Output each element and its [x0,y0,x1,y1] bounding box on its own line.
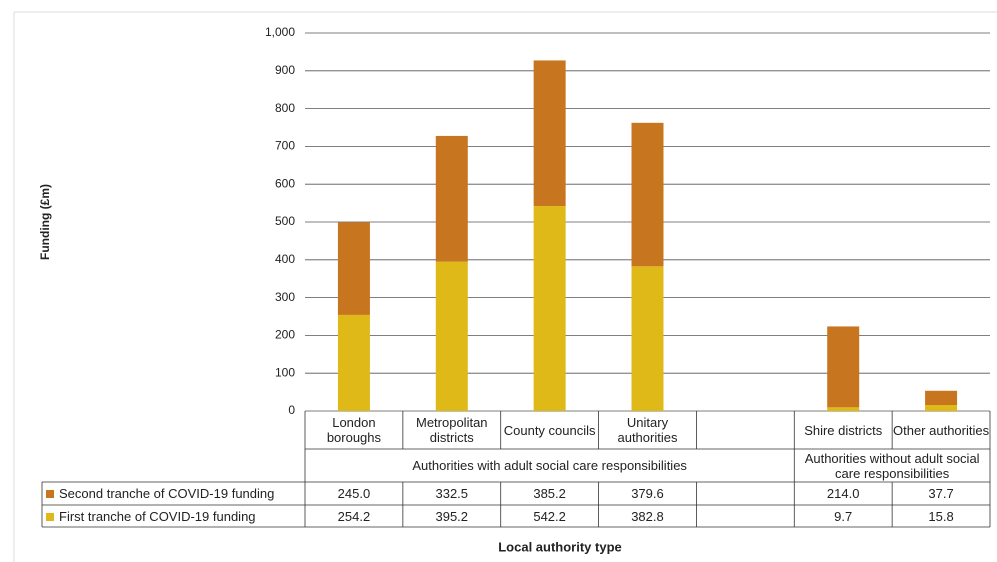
y-tick-label: 0 [288,403,295,417]
x-tick-label: London boroughs [326,415,382,445]
table-value: 542.2 [533,509,566,524]
table-value: 245.0 [337,486,371,501]
y-tick-label: 100 [275,365,295,379]
x-tick-label: Other authorities [893,422,990,438]
y-tick-label: 500 [275,214,295,228]
x-axis-label: Local authority type [498,539,622,554]
x-tick-label: Unitary authorities [617,415,678,445]
x-tick-label: Shire districts [804,422,883,438]
legend-entry: First tranche of COVID-19 funding [46,505,256,528]
table-value: 214.0 [826,486,860,501]
table-value: 332.5 [435,486,469,501]
y-tick-label: 200 [275,328,295,342]
bar-segment [337,314,370,411]
x-tick-label: County councils [503,422,596,438]
legend-swatch [46,489,54,498]
x-tick-label: Metropolitan districts [415,415,488,445]
legend-entry: Second tranche of COVID-19 funding [46,482,274,505]
group-label: Authorities without adult social care re… [804,450,980,481]
bar-segment [827,326,860,408]
bar-segment [337,222,370,315]
table-value: 9.7 [834,509,853,524]
table-value: 395.2 [435,509,469,524]
bar-segment [533,206,566,411]
group-label: Authorities with adult social care respo… [412,458,687,473]
y-tick-label: 300 [275,290,295,304]
table-value: 379.6 [631,486,664,501]
table-value: 254.2 [337,509,371,524]
table-value: 382.8 [631,509,664,524]
legend-swatch [46,512,54,521]
bar-segment [435,135,468,262]
y-axis-label: Funding (£m) [38,184,52,260]
table-value: 385.2 [533,486,566,501]
y-tick-label: 400 [275,252,295,266]
table-value: 15.8 [928,509,954,524]
y-tick-label: 800 [275,101,295,115]
bar-segment [631,266,664,411]
legend-label: Second tranche of COVID-19 funding [59,486,275,501]
legend-label: First tranche of COVID-19 funding [59,509,256,524]
bar-segment [631,122,664,267]
bar-segment [435,261,468,411]
bar-segment [925,405,958,411]
y-tick-label: 1,000 [265,25,295,39]
table-value: 37.7 [928,486,954,501]
y-tick-label: 700 [275,139,295,153]
bar-segment [925,390,958,406]
bar-segment [533,60,566,207]
bar-segment [827,407,860,411]
y-tick-label: 900 [275,63,295,77]
y-tick-label: 600 [275,176,295,190]
